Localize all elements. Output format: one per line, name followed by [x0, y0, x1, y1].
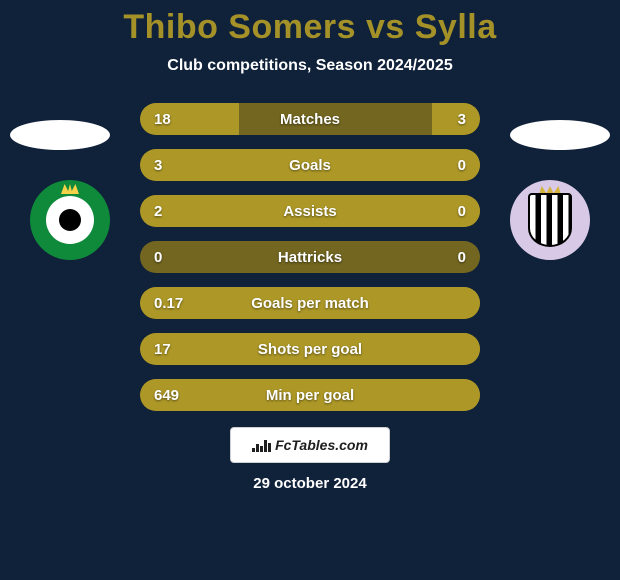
stat-bar-row: 649Min per goal	[140, 379, 480, 411]
barchart-icon	[252, 438, 271, 452]
club-badge-right	[510, 180, 590, 260]
charleroi-icon	[510, 180, 590, 260]
stat-bar-row: 00Hattricks	[140, 241, 480, 273]
brand-logo-box: FcTables.com	[230, 427, 390, 463]
stat-label: Hattricks	[140, 241, 480, 273]
comparison-card: Thibo Somers vs Sylla Club competitions,…	[0, 0, 620, 580]
page-subtitle: Club competitions, Season 2024/2025	[167, 57, 452, 75]
stat-label: Matches	[140, 103, 480, 135]
stat-label: Goals	[140, 149, 480, 181]
stat-bar-row: 0.17Goals per match	[140, 287, 480, 319]
stat-bars: 183Matches 30Goals 20Assists 00Hattricks 0.1…	[140, 103, 480, 411]
club-badge-left	[30, 180, 110, 260]
footer-date: 29 october 2024	[253, 475, 366, 492]
crown-icon	[61, 184, 79, 194]
cercle-brugge-icon	[30, 180, 110, 260]
page-title: Thibo Somers vs Sylla	[123, 8, 496, 47]
stat-bar-row: 20Assists	[140, 195, 480, 227]
stat-label: Assists	[140, 195, 480, 227]
stat-label: Min per goal	[140, 379, 480, 411]
stat-bar-row: 30Goals	[140, 149, 480, 181]
stat-label: Shots per goal	[140, 333, 480, 365]
player-photo-right	[510, 120, 610, 150]
brand-text: FcTables.com	[275, 437, 368, 453]
stat-bar-row: 17Shots per goal	[140, 333, 480, 365]
stat-bar-row: 183Matches	[140, 103, 480, 135]
player-photo-left	[10, 120, 110, 150]
stat-label: Goals per match	[140, 287, 480, 319]
shield-icon	[528, 193, 572, 247]
